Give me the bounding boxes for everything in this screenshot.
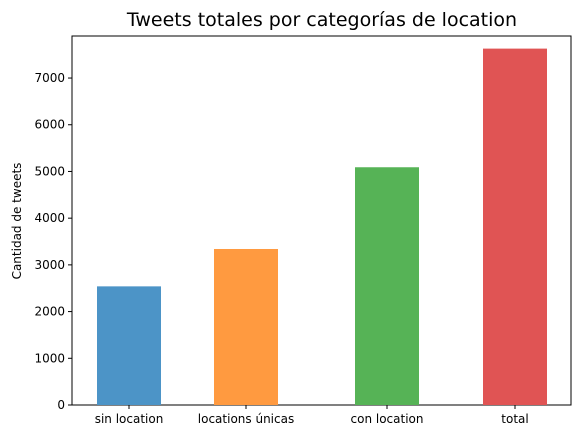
y-tick-label: 0: [57, 398, 65, 412]
y-tick-label: 1000: [34, 351, 65, 365]
y-tick-label: 3000: [34, 258, 65, 272]
bar-locations-únicas: [214, 248, 278, 405]
plot-area: 0 1000 2000 3000 4000 5000 6000 7000 sin locati…: [34, 35, 572, 426]
y-tick-label: 6000: [34, 118, 65, 132]
x-tick-label: sin location: [95, 412, 164, 426]
y-axis-label: Cantidad de tweets: [10, 163, 24, 280]
y-axis-ticks: 0 1000 2000 3000 4000 5000 6000 7000: [34, 71, 72, 412]
plot-frame: [71, 35, 572, 406]
bar-con-location: [355, 167, 419, 405]
x-tick-label: con location: [351, 412, 424, 426]
y-tick-label: 4000: [34, 211, 65, 225]
y-tick-label: 5000: [34, 164, 65, 178]
x-tick-label: total: [501, 412, 528, 426]
chart-title: Tweets totales por categorías de locatio…: [126, 9, 517, 31]
x-axis-ticks: sin location locations únicas con location…: [95, 405, 529, 426]
bar-sin-location: [97, 286, 161, 405]
x-tick-label: locations únicas: [198, 412, 294, 426]
y-tick-label: 7000: [34, 71, 65, 85]
y-tick-label: 2000: [34, 305, 65, 319]
bar-total: [483, 48, 547, 406]
bars-group: [97, 48, 547, 406]
